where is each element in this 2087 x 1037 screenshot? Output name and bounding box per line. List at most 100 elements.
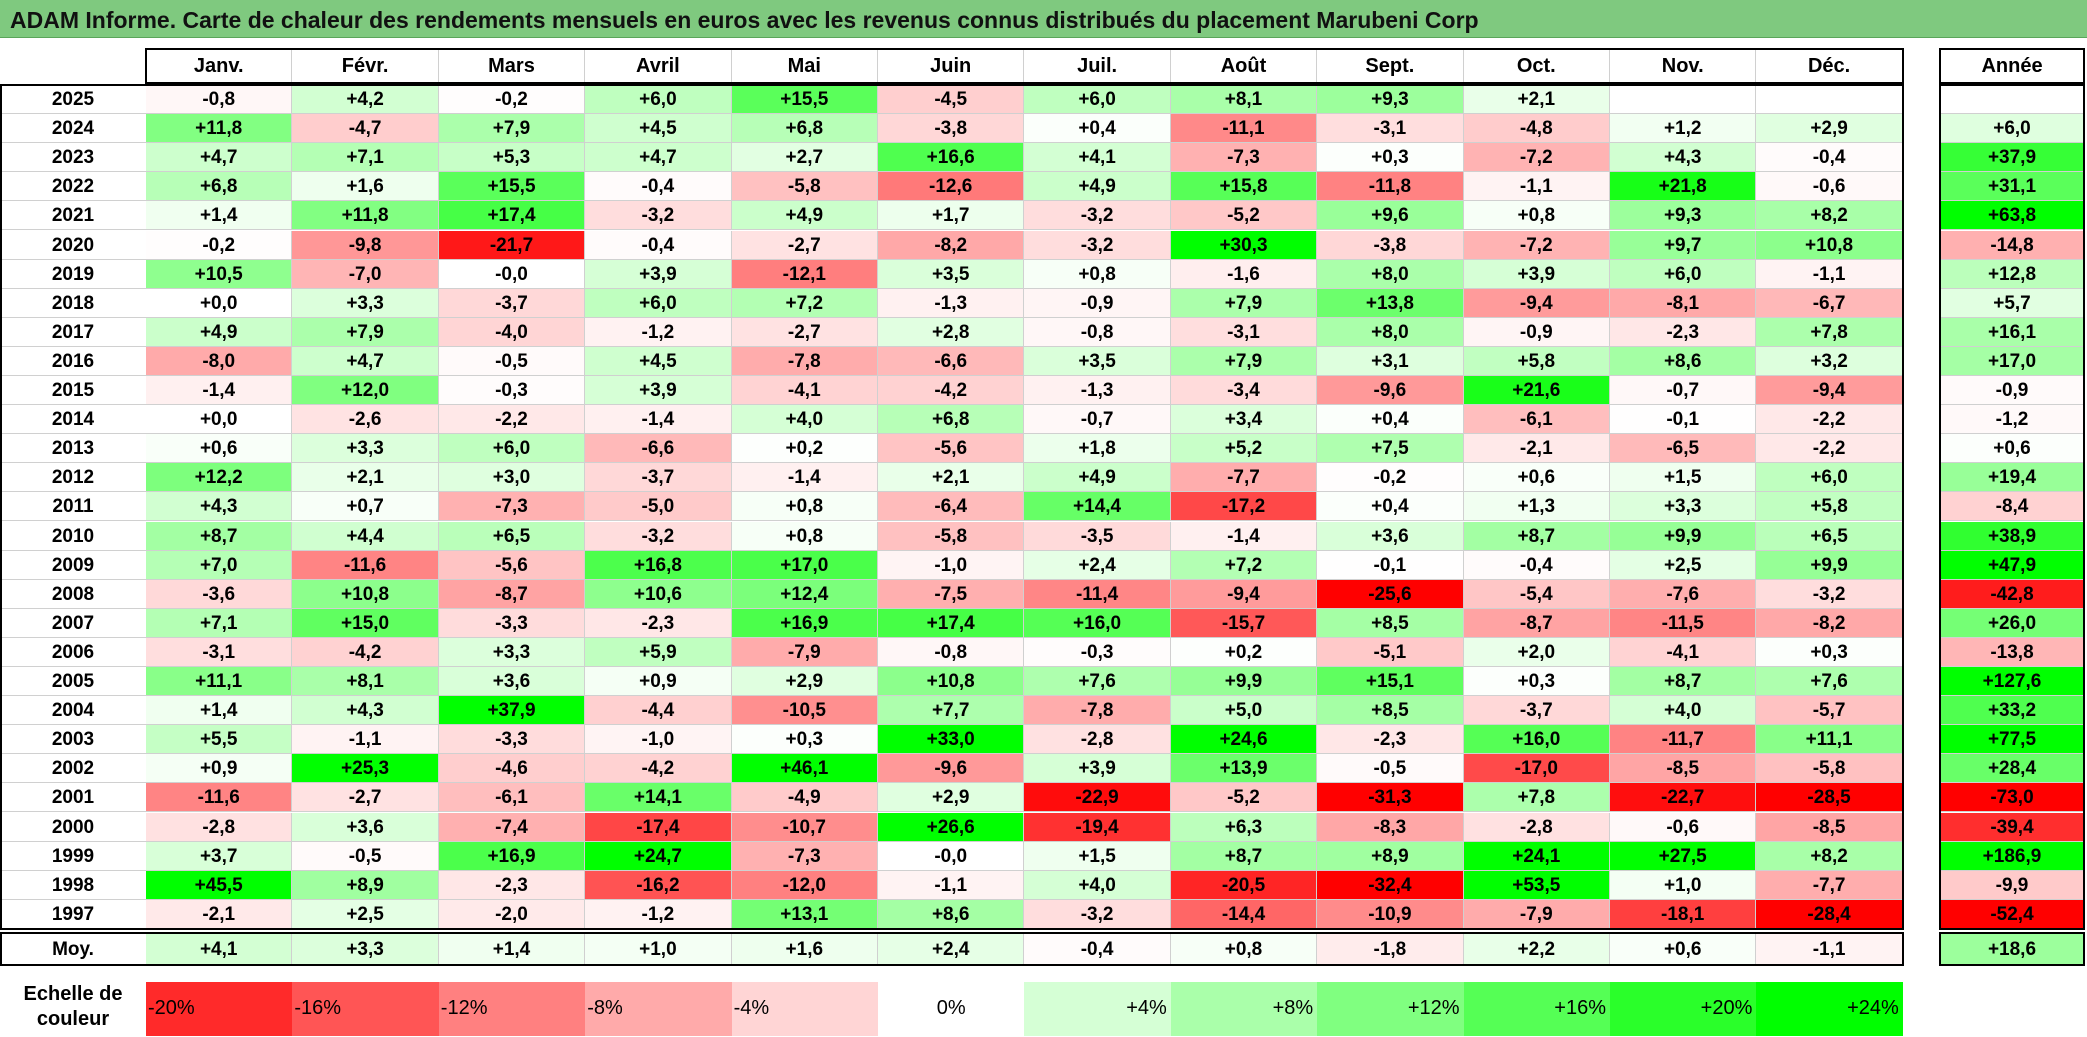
heatmap-cell: -3,2 bbox=[1024, 201, 1171, 231]
heatmap-cell: +4,3 bbox=[1610, 143, 1757, 173]
heatmap-cell: +5,9 bbox=[585, 637, 732, 667]
heatmap-cell: +1,5 bbox=[1024, 841, 1171, 871]
heatmap-cell: +3,9 bbox=[585, 376, 732, 406]
year-label: 2015 bbox=[0, 376, 146, 406]
heatmap-cell: -3,3 bbox=[438, 725, 586, 755]
heatmap-cell: -2,2 bbox=[1756, 405, 1903, 435]
annual-cell: -73,0 bbox=[1940, 783, 2085, 813]
heatmap-cell: -0,2 bbox=[438, 85, 586, 115]
heatmap-cell: -1,1 bbox=[1756, 259, 1903, 289]
heatmap-cell: -0,5 bbox=[292, 841, 439, 871]
heatmap-cell: -7,9 bbox=[1463, 899, 1610, 929]
color-scale-step: +12% bbox=[1317, 982, 1464, 1036]
heatmap-cell: +3,5 bbox=[1024, 346, 1171, 376]
heatmap-cell: +10,5 bbox=[146, 259, 293, 289]
heatmap-cell: -5,8 bbox=[731, 172, 878, 202]
average-cell: +4,1 bbox=[146, 934, 293, 965]
heatmap-cell: -1,3 bbox=[1024, 376, 1171, 406]
heatmap-cell: +4,5 bbox=[585, 346, 732, 376]
average-cell: +1,4 bbox=[438, 934, 586, 965]
heatmap-cell: +3,3 bbox=[292, 288, 439, 318]
heatmap-cell bbox=[1610, 85, 1757, 115]
heatmap-cell: +8,5 bbox=[1317, 608, 1464, 638]
heatmap-cell: +3,7 bbox=[146, 841, 293, 871]
annual-cell: -9,9 bbox=[1940, 870, 2085, 900]
average-cell: +1,0 bbox=[585, 934, 732, 965]
heatmap-cell: -0,3 bbox=[438, 376, 586, 406]
heatmap-cell: +21,8 bbox=[1610, 172, 1757, 202]
heatmap-cell: -1,1 bbox=[1463, 172, 1610, 202]
year-label: 2014 bbox=[0, 405, 146, 435]
year-label: 1998 bbox=[0, 871, 146, 900]
annual-cell: +17,0 bbox=[1940, 346, 2085, 376]
heatmap-cell: +6,5 bbox=[438, 521, 586, 551]
average-cell: -1,1 bbox=[1756, 934, 1903, 965]
heatmap-cell: -5,8 bbox=[878, 521, 1025, 551]
annual-cell: -0,9 bbox=[1940, 376, 2085, 406]
heatmap-cell: +6,8 bbox=[146, 172, 293, 202]
year-label: 2005 bbox=[0, 667, 146, 697]
heatmap-cell: -0,4 bbox=[585, 172, 732, 202]
heatmap-cell: -4,2 bbox=[292, 637, 439, 667]
heatmap-cell: +0,3 bbox=[1317, 143, 1464, 173]
heatmap-cell: +7,7 bbox=[878, 696, 1025, 726]
heatmap-cell: -2,7 bbox=[292, 783, 439, 813]
heatmap-cell: +7,1 bbox=[146, 608, 293, 638]
heatmap-cell: -1,0 bbox=[585, 725, 732, 755]
heatmap-cell: +7,1 bbox=[292, 143, 439, 173]
heatmap-cell: -21,7 bbox=[438, 230, 586, 260]
heatmap-cell: +1,4 bbox=[146, 696, 293, 726]
year-label: 2009 bbox=[0, 551, 146, 580]
heatmap-cell: -4,1 bbox=[731, 376, 878, 406]
annual-cell: +12,8 bbox=[1940, 259, 2085, 289]
year-label: 2001 bbox=[0, 783, 146, 813]
heatmap-cell: -2,0 bbox=[438, 899, 586, 929]
color-scale-step: +8% bbox=[1170, 982, 1318, 1036]
heatmap-cell: +7,9 bbox=[1170, 346, 1318, 376]
heatmap-cell: +0,7 bbox=[292, 492, 439, 522]
heatmap-cell: -0,4 bbox=[585, 230, 732, 260]
heatmap-cell: +16,0 bbox=[1463, 725, 1610, 755]
column-header: Mars bbox=[438, 49, 586, 84]
annual-cell: +127,6 bbox=[1940, 667, 2085, 697]
heatmap-cell: +3,5 bbox=[878, 259, 1025, 289]
heatmap-cell: -22,9 bbox=[1024, 783, 1171, 813]
heatmap-cell: +7,8 bbox=[1463, 783, 1610, 813]
heatmap-cell: -3,8 bbox=[878, 114, 1025, 144]
annual-cell: +38,9 bbox=[1940, 521, 2085, 551]
heatmap-cell: +6,5 bbox=[1756, 521, 1903, 551]
heatmap-cell: -0,9 bbox=[1024, 288, 1171, 318]
year-label: 2022 bbox=[0, 172, 146, 202]
heatmap-cell: +10,8 bbox=[878, 667, 1025, 697]
heatmap-cell: -10,5 bbox=[731, 696, 878, 726]
heatmap-cell: -8,2 bbox=[1756, 608, 1903, 638]
heatmap-cell: -1,6 bbox=[1170, 259, 1318, 289]
heatmap-cell: +0,4 bbox=[1317, 492, 1464, 522]
heatmap-cell: -5,2 bbox=[1170, 783, 1318, 813]
heatmap-cell: -12,1 bbox=[731, 259, 878, 289]
heatmap-cell: -8,5 bbox=[1610, 754, 1757, 784]
heatmap-cell: -9,4 bbox=[1463, 288, 1610, 318]
heatmap-cell: +4,9 bbox=[1024, 172, 1171, 202]
heatmap-cell: +2,8 bbox=[878, 317, 1025, 347]
annual-cell: +5,7 bbox=[1940, 288, 2085, 318]
heatmap-cell: -7,7 bbox=[1756, 870, 1903, 900]
heatmap-cell: +7,9 bbox=[438, 114, 586, 144]
heatmap-cell: +6,0 bbox=[1610, 259, 1757, 289]
heatmap-cell: +11,8 bbox=[146, 114, 293, 144]
heatmap-cell: +4,9 bbox=[731, 201, 878, 231]
heatmap-cell: -0,1 bbox=[1317, 550, 1464, 580]
annual-cell: +77,5 bbox=[1940, 725, 2085, 755]
heatmap-cell: +15,1 bbox=[1317, 667, 1464, 697]
heatmap-cell: +4,0 bbox=[1024, 870, 1171, 900]
heatmap-cell: -7,8 bbox=[731, 346, 878, 376]
color-scale-step: -8% bbox=[585, 982, 732, 1036]
heatmap-cell: -17,4 bbox=[585, 812, 732, 842]
heatmap-cell: -0,4 bbox=[1756, 143, 1903, 173]
year-label: 2021 bbox=[0, 201, 146, 231]
heatmap-cell: +7,0 bbox=[146, 550, 293, 580]
heatmap-cell: -1,2 bbox=[585, 899, 732, 929]
heatmap-cell: +2,5 bbox=[292, 899, 439, 929]
heatmap-cell: -20,5 bbox=[1170, 870, 1318, 900]
heatmap-cell: +9,9 bbox=[1170, 667, 1318, 697]
